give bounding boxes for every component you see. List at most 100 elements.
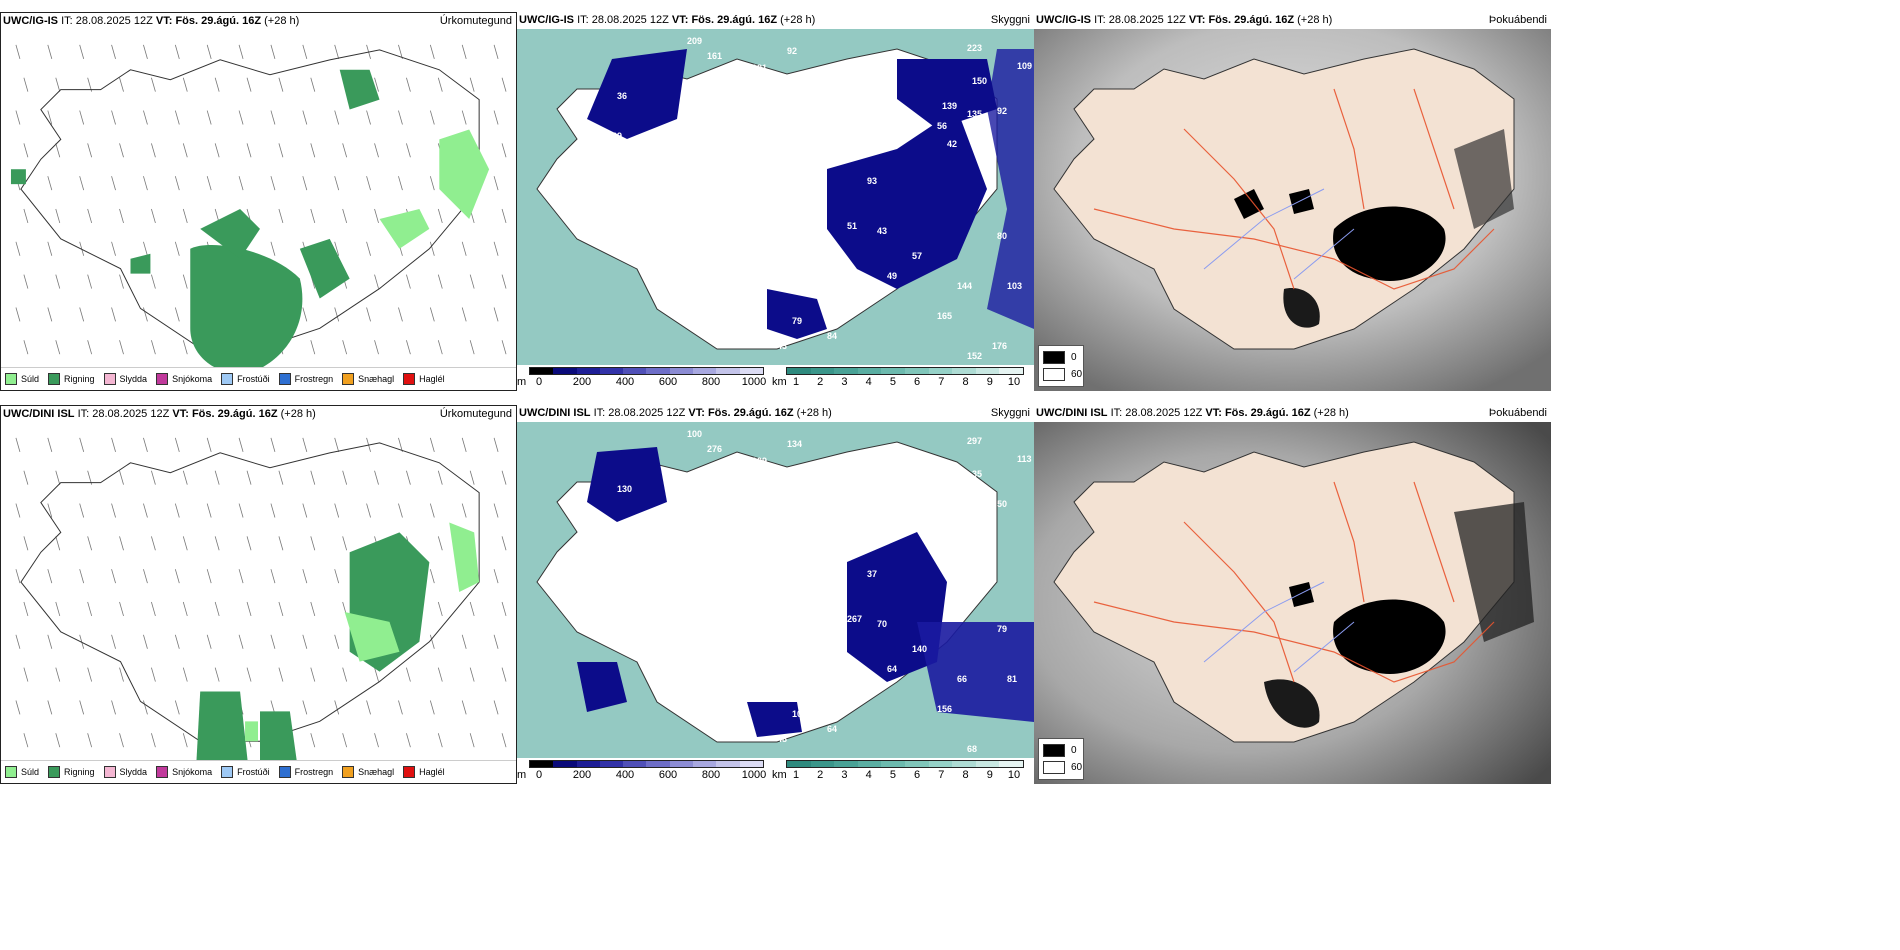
wind-barb: [278, 601, 284, 617]
visibility-value: 297: [967, 436, 982, 446]
legend-label: Slydda: [119, 374, 148, 384]
legend-swatch: [48, 373, 61, 385]
scale-tick: 200: [572, 376, 592, 388]
wind-barb: [87, 208, 93, 224]
legend-swatch: [342, 766, 355, 778]
wind-barb: [310, 208, 316, 224]
scale-tick: 1: [792, 769, 800, 781]
wind-barb: [493, 307, 499, 322]
wind-barb: [206, 437, 212, 452]
wind-barb: [182, 340, 188, 355]
wind-barb: [23, 340, 29, 355]
scale-unit: m: [517, 769, 527, 781]
legend-swatch: [342, 373, 355, 385]
wind-barb: [501, 143, 507, 158]
wind-barb: [278, 77, 284, 92]
wind-barb: [501, 274, 507, 289]
visibility-value: 134: [787, 439, 802, 449]
wind-barb: [398, 307, 403, 322]
wind-barb: [270, 437, 276, 452]
visibility-value: 181: [752, 63, 767, 73]
wind-barb: [270, 176, 276, 191]
legend-item: Frostregn: [278, 373, 333, 385]
wind-barb: [151, 143, 156, 158]
legend-label: Haglél: [419, 767, 445, 777]
visibility-map: 100 276 134 297 113 109 116 35 130 178 56 50 62 54 39 1…: [517, 422, 1034, 784]
product-name: Skyggni: [990, 14, 1030, 26]
wind-barb: [406, 77, 411, 92]
wind-barb: [119, 667, 124, 682]
legend-item: Snjókoma: [156, 373, 212, 385]
wind-barb: [429, 110, 435, 125]
wind-barb: [214, 601, 220, 617]
wind-barb: [79, 569, 85, 584]
visibility-value: 109: [752, 456, 767, 466]
scale-tick: 400: [615, 376, 635, 388]
wind-barb: [119, 536, 124, 551]
wind-barb: [87, 536, 93, 551]
fog-key: 0 60: [1038, 345, 1084, 387]
legend-label: Slydda: [119, 767, 148, 777]
legend-item: Slydda: [103, 373, 148, 385]
wind-barb: [437, 77, 443, 92]
wind-barb: [238, 569, 244, 584]
wind-barb: [461, 634, 467, 649]
precip-legend: Súld Rigning Slydda Snjókoma Frostúði Frostre…: [1, 760, 516, 783]
wind-barb: [151, 470, 156, 485]
wind-barb: [119, 143, 124, 158]
visibility-km-scale: km 1 2 3 4 5 6 7 8 9 10: [772, 758, 1034, 784]
wind-barb: [374, 77, 379, 92]
wind-barb: [469, 77, 475, 92]
wind-barb: [366, 241, 371, 256]
wind-barb: [79, 44, 85, 59]
roads: [1093, 88, 1495, 290]
wind-barb: [342, 733, 348, 748]
wind-barb: [23, 77, 29, 92]
wind-barb: [23, 208, 29, 224]
wind-barb: [23, 536, 29, 551]
wind-barb: [429, 700, 435, 715]
elevation-ticks: m 0 200 400 600 800 1000: [517, 769, 772, 783]
visibility-value: 39: [947, 532, 957, 542]
wind-barb: [174, 241, 180, 256]
wind-barb: [437, 208, 443, 224]
visibility-value: 116: [817, 462, 832, 472]
wind-barb: [398, 176, 403, 191]
wind-barb: [493, 437, 499, 452]
visibility-value: 64: [887, 664, 897, 674]
wind-barb: [87, 667, 93, 682]
legend-label: Frostúði: [237, 374, 270, 384]
scale-tick: 600: [658, 376, 678, 388]
wind-barb: [119, 77, 124, 92]
wind-barb: [398, 44, 403, 59]
wind-barb: [182, 601, 188, 617]
fog-indicator-panel-top: UWC/IG-IS IT: 28.08.2025 12Z VT: Fös. 29…: [1034, 12, 1551, 391]
wind-barb: [151, 208, 156, 224]
wind-barb: [469, 601, 475, 617]
wind-barb: [79, 437, 85, 452]
legend-label: Frostregn: [294, 767, 334, 777]
scale-tick: 1000: [741, 376, 767, 388]
wind-barb: [15, 569, 21, 584]
visibility-value: 105: [817, 69, 832, 79]
scale-tick: 8: [962, 769, 969, 781]
visibility-ticks: km 1 2 3 4 5 6 7 8 9 10: [772, 376, 1034, 390]
wind-barb: [143, 700, 148, 715]
wind-barb: [437, 733, 443, 748]
visibility-value: 130: [617, 484, 632, 494]
visibility-value: 43: [877, 226, 887, 236]
wind-barb: [334, 503, 340, 518]
wind-barb: [334, 44, 340, 59]
wind-barb: [206, 634, 212, 649]
panel-header: UWC/DINI ISL IT: 28.08.2025 12Z VT: Fös.…: [517, 405, 1034, 422]
wind-barb: [151, 733, 156, 748]
wind-barb: [429, 44, 435, 59]
wind-barb: [278, 470, 284, 485]
wind-barb: [174, 700, 180, 715]
wind-barb: [182, 208, 188, 224]
wind-barb: [111, 503, 116, 518]
visibility-value: 48: [782, 619, 792, 629]
visibility-value: 50: [997, 499, 1007, 509]
legend-swatch: [278, 766, 291, 778]
wind-barb: [437, 274, 443, 289]
